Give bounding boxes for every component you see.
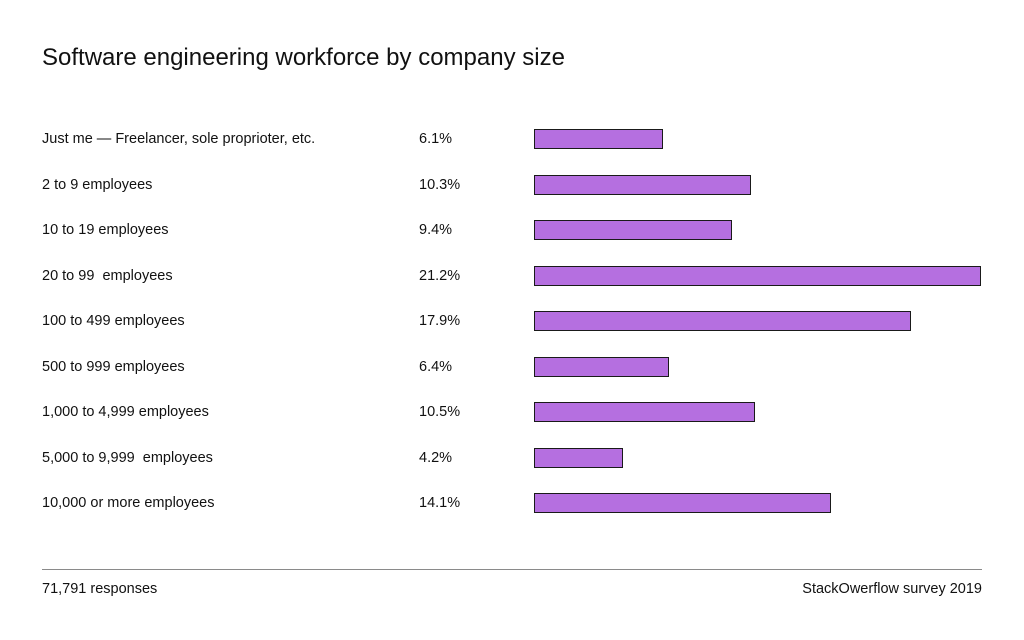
value-label: 17.9% <box>419 313 461 329</box>
value-label: 4.2% <box>419 449 453 466</box>
chart-title: Software engineering workforce by compan… <box>42 44 565 71</box>
chart-row: Just me — Freelancer, sole proprioter, e… <box>0 127 1024 151</box>
chart-row: 20 to 99 employees 21.2% <box>0 264 1024 288</box>
bar <box>534 174 751 195</box>
bar <box>534 356 669 377</box>
chart-row: 5,000 to 9,999 employees 4.2% <box>0 446 1024 470</box>
chart-row: 100 to 499 employees 17.9% <box>0 309 1024 333</box>
category-label: Just me — Freelancer, sole proprioter, e… <box>42 131 316 147</box>
chart-row: 10 to 19 employees 9.4% <box>0 218 1024 242</box>
value-label: 9.4% <box>419 222 453 238</box>
category-label: 10 to 19 employees <box>42 222 169 238</box>
value-label: 10.3% <box>419 176 461 193</box>
bar <box>534 129 663 149</box>
category-label: 500 to 999 employees <box>42 358 185 375</box>
bar <box>534 220 732 240</box>
value-label: 6.4% <box>419 358 453 375</box>
responses-count: 71,791 responses <box>42 581 158 597</box>
value-label: 6.1% <box>419 131 453 147</box>
category-label: 20 to 99 employees <box>42 267 173 284</box>
category-label: 100 to 499 employees <box>42 313 185 329</box>
category-label: 1,000 to 4,999 employees <box>42 404 209 420</box>
survey-source: StackOwerflow survey 2019 <box>802 581 982 597</box>
bar <box>534 311 911 331</box>
chart-row: 2 to 9 employees 10.3% <box>0 173 1024 197</box>
category-label: 10,000 or more employees <box>42 495 215 511</box>
value-label: 14.1% <box>419 495 461 511</box>
category-label: 2 to 9 employees <box>42 176 153 193</box>
bar <box>534 265 981 286</box>
bar <box>534 493 831 513</box>
bar <box>534 447 623 468</box>
category-label: 5,000 to 9,999 employees <box>42 449 213 466</box>
bar <box>534 402 755 422</box>
chart-row: 10,000 or more employees 14.1% <box>0 491 1024 515</box>
chart-row: 1,000 to 4,999 employees 10.5% <box>0 400 1024 424</box>
chart-row: 500 to 999 employees 6.4% <box>0 355 1024 379</box>
value-label: 21.2% <box>419 267 461 284</box>
footer-divider <box>42 569 982 570</box>
value-label: 10.5% <box>419 404 461 420</box>
